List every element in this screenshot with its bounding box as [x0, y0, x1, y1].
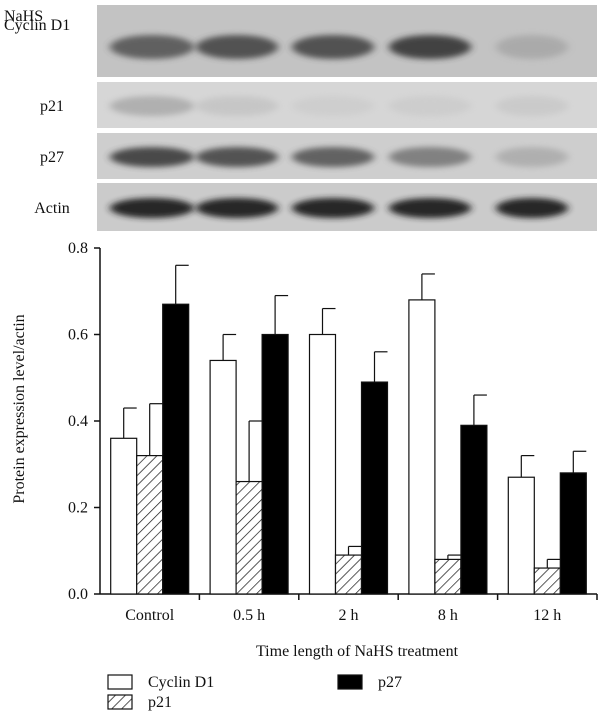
bar-white: [408, 299, 436, 595]
bar-black: [360, 381, 389, 595]
blot-band: [110, 96, 194, 116]
blot-band: [292, 147, 374, 167]
bar-group: [162, 264, 190, 595]
bar-group: [408, 273, 436, 595]
legend-swatch: [107, 674, 133, 690]
blot-band: [292, 35, 374, 59]
bar-group: [261, 294, 289, 595]
bar-white: [507, 476, 535, 595]
blot-row: Actin: [34, 183, 597, 231]
bar-hatched: [136, 455, 164, 595]
blot-band: [196, 147, 278, 167]
legend-label: p21: [148, 694, 172, 711]
blot-band: [496, 35, 568, 59]
bar-white: [209, 359, 237, 595]
blot-protein-label: Cyclin D1: [4, 17, 70, 34]
bar-group: [507, 455, 535, 595]
bar-hatched: [235, 480, 263, 595]
x-tick-label: 0.5 h: [233, 607, 265, 624]
bar-black: [559, 472, 587, 595]
bar-group: [460, 394, 488, 595]
legend-swatch: [337, 674, 363, 690]
western-blot-panel: NaHS 0 h0.5 h2 h8 h12 h Cyclin D1p21p27A…: [4, 5, 597, 231]
bar-group: [434, 554, 462, 595]
bar-hatched: [334, 554, 363, 595]
blot-band: [389, 96, 471, 116]
bar-group: [533, 558, 561, 595]
y-tick-label: 0.4: [68, 413, 88, 430]
legend-swatch: [107, 694, 133, 710]
x-tick-label: Control: [125, 607, 174, 624]
chart-bars: [110, 264, 587, 595]
blot-strips: Cyclin D1 p21 p27 Actin: [4, 5, 597, 231]
blot-band: [110, 147, 194, 167]
blot-row: Cyclin D1: [4, 5, 597, 77]
bar-group: [334, 545, 363, 595]
bar-white: [110, 437, 138, 595]
legend-item: Cyclin D1: [107, 674, 214, 691]
blot-band: [496, 147, 568, 167]
blot-band: [292, 96, 374, 116]
blot-row: p27: [40, 133, 597, 179]
blot-protein-label: p21: [40, 98, 64, 115]
bar-chart: Protein expression level/actin Time leng…: [11, 240, 598, 711]
blot-band: [196, 35, 278, 59]
x-tick-label: 2 h: [339, 607, 359, 624]
blot-band: [196, 96, 278, 116]
blot-band: [196, 198, 278, 218]
blot-protein-label: p27: [40, 149, 64, 166]
x-tick-label: 12 h: [533, 607, 561, 624]
bar-group: [559, 450, 587, 595]
blot-band: [110, 198, 194, 218]
blot-band: [496, 96, 568, 116]
x-tick-label: 8 h: [438, 607, 458, 624]
blot-band: [496, 198, 568, 218]
bar-group: [110, 407, 138, 595]
bar-black: [261, 333, 289, 595]
chart-legend: Cyclin D1 p21 p27: [107, 674, 402, 711]
legend-item: p21: [107, 694, 172, 711]
bar-group: [360, 351, 389, 595]
bar-group: [209, 333, 237, 595]
x-axis-label: Time length of NaHS treatment: [256, 643, 459, 660]
y-axis-label: Protein expression level/actin: [11, 314, 28, 503]
y-tick-label: 0.6: [68, 327, 88, 344]
blot-band: [389, 35, 471, 59]
bar-hatched: [533, 567, 561, 595]
blot-protein-label: Actin: [34, 200, 70, 217]
bar-white: [308, 333, 337, 595]
blot-band: [292, 198, 374, 218]
y-tick-label: 0.0: [68, 586, 88, 603]
bar-black: [162, 303, 190, 595]
blot-band: [389, 147, 471, 167]
bar-group: [136, 403, 164, 595]
bar-group: [235, 420, 263, 595]
y-tick-label: 0.8: [68, 240, 88, 257]
legend-label: p27: [378, 674, 402, 691]
blot-band: [389, 198, 471, 218]
y-tick-label: 0.2: [68, 500, 88, 517]
blot-band: [110, 35, 194, 59]
blot-row: p21: [40, 82, 597, 128]
bar-hatched: [434, 558, 462, 595]
bar-black: [460, 424, 488, 595]
legend-item: p27: [337, 674, 402, 691]
bar-group: [308, 307, 337, 595]
nahs-header: NaHS: [4, 8, 43, 25]
legend-label: Cyclin D1: [148, 674, 214, 691]
